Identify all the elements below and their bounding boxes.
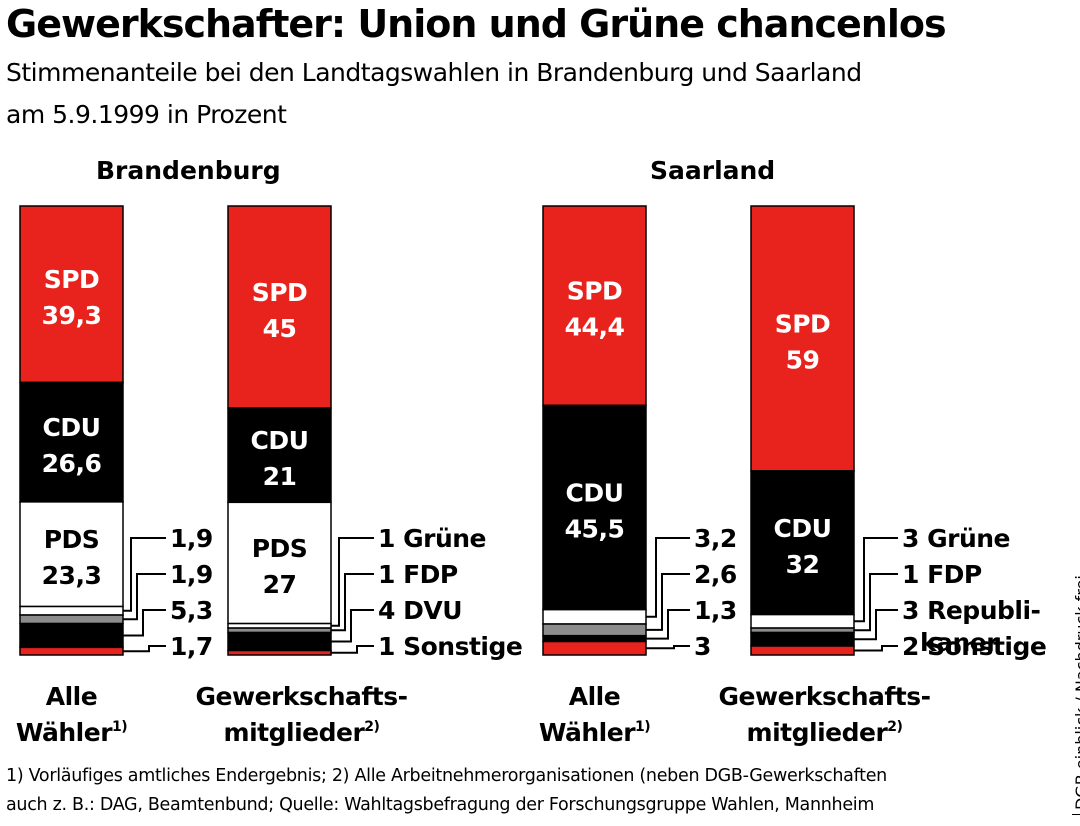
bar-segment-saarland-0-fdp: [542, 623, 647, 637]
side-label-fdp: 1 FDP: [902, 560, 982, 589]
segment-value-label-spd: 39,3: [42, 301, 102, 330]
side-label-fdp: 1,9: [170, 560, 213, 589]
segment-value-label-cdu: 21: [263, 462, 297, 491]
leader-line-dvu: [331, 609, 374, 643]
footnote-line2: auch z. B.: DAG, Beamtenbund; Quelle: Wa…: [6, 795, 875, 815]
bar-segment-brandenburg-0-dvu: [19, 622, 124, 649]
side-label-sonstige: 3: [694, 632, 711, 661]
segment-party-label-spd: SPD: [567, 277, 623, 306]
side-label-dvu: 4 DVU: [378, 596, 462, 625]
bar-label-line1: Alle: [569, 682, 620, 711]
side-label-sonstige: 1 Sonstige: [378, 632, 522, 661]
side-label-republikaner: 3 Republi-: [902, 596, 1041, 625]
segment-value-label-spd: 44,4: [565, 313, 625, 342]
segment-value-label-spd: 59: [786, 345, 820, 374]
bar-segment-brandenburg-1-cdu: [227, 407, 332, 504]
bar-segment-brandenburg-1-pds: [227, 501, 332, 625]
bar-segment-brandenburg-0-sonstige: [19, 646, 124, 656]
bar-label-line2: mitglieder2): [224, 718, 380, 747]
bar-segment-saarland-1-gruene: [750, 613, 855, 629]
segment-value-label-cdu: 26,6: [42, 449, 102, 478]
leader-line-gruene: [123, 537, 166, 612]
leader-line-republikaner: [854, 609, 898, 641]
segment-value-label-spd: 45: [263, 314, 297, 343]
bar-segment-brandenburg-0-gruene: [19, 605, 124, 616]
chart-subtitle-line1: Stimmenanteile bei den Landtagswahlen in…: [6, 58, 862, 87]
side-label-republikaner: 1,3: [694, 596, 737, 625]
segment-party-label-pds: PDS: [252, 534, 308, 563]
segment-party-label-cdu: CDU: [774, 514, 832, 543]
bar-label-line2: Wähler1): [539, 718, 650, 747]
segment-value-label-pds: 23,3: [42, 561, 102, 590]
section-title-brandenburg: Brandenburg: [96, 156, 281, 185]
side-label-gruene: 1 Grüne: [378, 524, 486, 553]
leader-line-sonstige: [854, 645, 898, 652]
chart-title: Gewerkschafter: Union und Grüne chancenl…: [6, 2, 947, 46]
segment-party-label-cdu: CDU: [566, 479, 624, 508]
bar-segment-brandenburg-1-dvu: [227, 631, 332, 652]
side-label-fdp: 1 FDP: [378, 560, 458, 589]
bar-segment-saarland-0-republikaner: [542, 634, 647, 643]
bar-segment-brandenburg-1-spd: [227, 205, 332, 409]
leader-line-sonstige: [123, 645, 166, 653]
footnote-line1: 1) Vorläufiges amtliches Endergebnis; 2)…: [6, 766, 887, 786]
bar-label-line1: Alle: [46, 682, 97, 711]
side-label-fdp: 2,6: [694, 560, 737, 589]
leader-line-fdp: [646, 573, 690, 631]
segment-party-label-pds: PDS: [44, 525, 100, 554]
bar-segment-brandenburg-0-fdp: [19, 614, 124, 625]
leader-line-fdp: [123, 573, 166, 621]
bar-label-line1: Gewerkschafts-: [719, 682, 931, 711]
side-label-gruene: 3 Grüne: [902, 524, 1010, 553]
segment-party-label-cdu: CDU: [251, 426, 309, 455]
leader-line-sonstige: [331, 645, 374, 654]
bar-segment-saarland-1-cdu: [750, 470, 855, 616]
bar-segment-saarland-1-sonstige: [750, 645, 855, 656]
section-title-saarland: Saarland: [650, 156, 776, 185]
segment-party-label-cdu: CDU: [43, 413, 101, 442]
segment-party-label-spd: SPD: [775, 309, 831, 338]
leader-line-fdp: [331, 573, 374, 632]
leader-line-dvu: [123, 609, 166, 637]
side-label-republikaner-continued: kaner: [920, 628, 999, 657]
bar-segment-brandenburg-0-pds: [19, 501, 124, 608]
segment-value-label-cdu: 32: [786, 550, 820, 579]
segment-value-label-pds: 27: [263, 570, 297, 599]
side-label-dvu: 5,3: [170, 596, 213, 625]
leader-line-fdp: [854, 573, 898, 632]
bar-segment-saarland-1-republikaner: [750, 631, 855, 647]
source-credit: DGB einblick / Nachdruck frei: [1072, 575, 1080, 815]
leader-line-gruene: [646, 537, 690, 618]
bar-label-line1: Gewerkschafts-: [196, 682, 408, 711]
bar-segment-brandenburg-1-sonstige: [227, 649, 332, 656]
bar-label-line2: mitglieder2): [747, 718, 903, 747]
bar-segment-brandenburg-0-cdu: [19, 381, 124, 503]
side-label-sonstige: 1,7: [170, 632, 213, 661]
bar-segment-brandenburg-0-spd: [19, 205, 124, 384]
bar-segment-saarland-0-sonstige: [542, 640, 647, 656]
side-label-sonstige: 2 Sonstige: [902, 632, 1046, 661]
segment-party-label-spd: SPD: [44, 265, 100, 294]
segment-party-label-spd: SPD: [252, 278, 308, 307]
leader-line-gruene: [854, 537, 898, 623]
leader-line-republikaner: [646, 609, 690, 640]
bar-label-line2: Wähler1): [16, 718, 127, 747]
chart-subtitle-line2: am 5.9.1999 in Prozent: [6, 100, 287, 129]
segment-value-label-cdu: 45,5: [565, 515, 625, 544]
bar-segment-saarland-0-gruene: [542, 608, 647, 625]
side-label-gruene: 3,2: [694, 524, 737, 553]
leader-line-sonstige: [646, 645, 690, 650]
bar-segment-saarland-0-cdu: [542, 404, 647, 611]
leader-line-gruene: [331, 537, 374, 627]
side-label-gruene: 1,9: [170, 524, 213, 553]
